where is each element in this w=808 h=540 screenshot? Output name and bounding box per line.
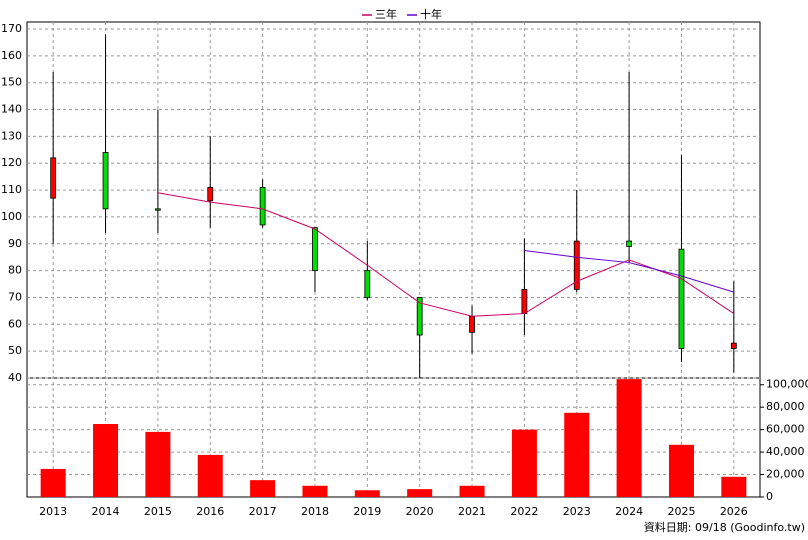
volume-tick-label: 80,000 — [766, 400, 805, 413]
x-tick-label: 2021 — [458, 505, 486, 518]
volume-tick-label: 100,000 — [766, 378, 808, 391]
y-tick-label: 120 — [1, 156, 22, 169]
x-tick-label: 2022 — [510, 505, 538, 518]
candle-body — [626, 240, 633, 247]
y-tick-label: 50 — [8, 344, 22, 357]
y-tick-label: 70 — [8, 290, 22, 303]
y-tick-label: 150 — [1, 76, 22, 89]
y-tick-label: 90 — [8, 237, 22, 250]
volume-bar — [40, 468, 66, 497]
volume-bar — [616, 379, 642, 497]
x-tick-label: 2020 — [406, 505, 434, 518]
candle-body — [730, 342, 737, 349]
candle-body — [259, 186, 266, 226]
volume-bar — [93, 424, 119, 497]
volume-tick-label: 60,000 — [766, 423, 805, 436]
x-tick-label: 2019 — [353, 505, 381, 518]
footer: 資料日期: 09/18 (Goodinfo.tw) — [644, 520, 805, 534]
y-tick-label: 130 — [1, 129, 22, 142]
x-tick-label: 2016 — [196, 505, 224, 518]
y-tick-label: 40 — [8, 371, 22, 384]
candle-body — [312, 227, 318, 272]
volume-bar — [721, 476, 747, 497]
x-tick-label: 2026 — [720, 505, 748, 518]
x-tick-label: 2015 — [144, 505, 172, 518]
volume-bar — [668, 444, 694, 497]
candle-body — [678, 248, 685, 349]
volume-tick-label: 20,000 — [766, 468, 805, 481]
y-tick-label: 110 — [1, 183, 22, 196]
moving-average-line — [157, 192, 735, 317]
x-tick-label: 2017 — [249, 505, 277, 518]
volume-bar — [250, 480, 276, 497]
volume-bar — [511, 429, 537, 497]
legend-label: 十年 — [420, 7, 442, 21]
x-tick-label: 2014 — [92, 505, 120, 518]
x-tick-label: 2025 — [667, 505, 695, 518]
volume-bar — [459, 485, 485, 497]
legend-label: 三年 — [375, 7, 397, 21]
y-tick-label: 170 — [1, 22, 22, 35]
volume-bar — [302, 485, 328, 497]
y-tick-label: 100 — [1, 210, 22, 223]
candle-body — [573, 240, 580, 290]
volume-tick-label: 40,000 — [766, 445, 805, 458]
volume-bar — [354, 490, 380, 497]
candle-body — [102, 152, 109, 210]
x-tick-label: 2018 — [301, 505, 329, 518]
y-tick-label: 160 — [1, 49, 22, 62]
candle-body — [521, 289, 528, 314]
candle-body — [207, 186, 214, 202]
plot-frame — [26, 21, 761, 498]
candle-body — [469, 315, 475, 333]
x-tick-label: 2023 — [563, 505, 591, 518]
volume-bar — [145, 431, 171, 497]
candle-body — [416, 297, 423, 336]
candle-body — [364, 270, 371, 298]
y-tick-label: 80 — [8, 264, 22, 277]
x-tick-label: 2013 — [39, 505, 67, 518]
y-tick-label: 60 — [8, 317, 22, 330]
y-tick-label: 140 — [1, 103, 22, 116]
x-tick-label: 2024 — [615, 505, 643, 518]
candle-body — [154, 208, 161, 211]
volume-bar — [564, 412, 590, 497]
candle-body — [50, 157, 57, 199]
volume-bar — [407, 489, 433, 497]
moving-average-line — [524, 249, 734, 293]
volume-bar — [197, 454, 223, 497]
volume-tick-label: 0 — [766, 490, 773, 503]
